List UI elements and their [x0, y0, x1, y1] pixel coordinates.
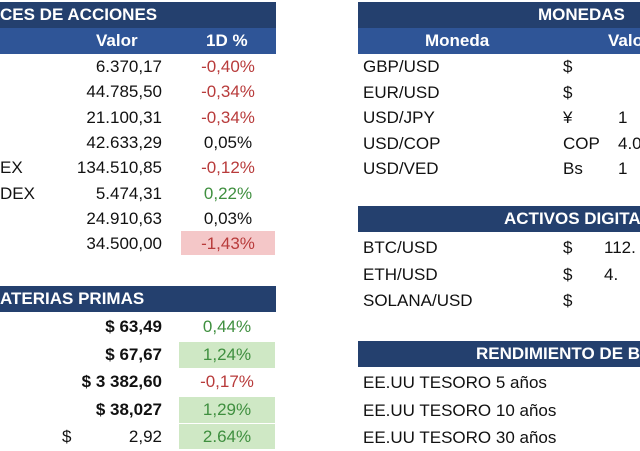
bonds-title: RENDIMIENTO DE BO	[476, 344, 640, 363]
currencies-column-header-bar	[358, 28, 640, 54]
index-change: -0,12%	[201, 158, 255, 177]
index-value: 42.633,29	[86, 133, 162, 152]
index-value: 5.474,31	[95, 184, 162, 203]
currencies-col-pair: Moneda	[425, 31, 490, 50]
indices-title-bar	[0, 2, 276, 28]
currency-symbol: $	[563, 83, 573, 102]
bond-name: EE.UU TESORO 5 años	[363, 373, 547, 392]
index-change: 0,22%	[203, 184, 253, 203]
digital-pair: BTC/USD	[363, 238, 438, 257]
indices-title: CES DE ACCIONES	[0, 5, 158, 24]
index-change: 0,05%	[203, 133, 253, 152]
commodity-change-highlight	[179, 342, 275, 368]
bonds-title-bar	[358, 341, 640, 367]
commodity-last-change-bg	[179, 424, 275, 449]
commodity-change: 0,44%	[202, 317, 252, 336]
index-value: 34.500,00	[86, 234, 162, 253]
digital-title-bar	[358, 206, 640, 232]
indices-col-value: Valor	[96, 31, 138, 50]
index-change: -0,40%	[201, 57, 255, 76]
currency-pair: GBP/USD	[363, 57, 440, 76]
commodity-price: $ 38,027	[95, 400, 162, 419]
commodity-change-highlight	[179, 397, 275, 423]
commodity-last-currency: $	[62, 427, 72, 446]
index-change: -0,34%	[201, 82, 255, 101]
digital-value: 112.	[604, 238, 636, 257]
currency-pair: USD/COP	[363, 134, 441, 153]
index-change-highlight	[181, 231, 275, 255]
commodity-change: 1,24%	[202, 345, 252, 364]
currency-pair: USD/VED	[363, 159, 439, 178]
index-change: 0,03%	[203, 209, 253, 228]
currency-value: 4.0	[618, 134, 640, 153]
digital-symbol: $	[563, 291, 573, 310]
index-value: 134.510,85	[76, 158, 162, 177]
indices-col-change: 1D %	[206, 31, 248, 50]
digital-value: 4.	[604, 265, 619, 284]
digital-pair: ETH/USD	[363, 265, 438, 284]
currencies-col-value: Valo	[608, 31, 640, 50]
index-change: -0,34%	[201, 108, 255, 127]
index-name: EX	[0, 158, 23, 177]
commodity-last-amount: 2,92	[128, 427, 162, 446]
commodity-last-change: 2.64%	[202, 427, 252, 446]
indices-column-header-bar	[0, 28, 276, 54]
digital-title: ACTIVOS DIGITAL	[504, 209, 640, 228]
commodity-price: $ 67,67	[105, 345, 162, 364]
bond-name: EE.UU TESORO 10 años	[363, 401, 557, 420]
digital-pair: SOLANA/USD	[363, 291, 473, 310]
digital-symbol: $	[563, 238, 573, 257]
currency-value: 1	[618, 159, 628, 178]
currency-pair: USD/JPY	[363, 108, 435, 127]
currency-symbol: COP	[563, 134, 600, 153]
index-value: 44.785,50	[86, 82, 162, 101]
index-value: 6.370,17	[95, 57, 162, 76]
index-value: 24.910,63	[86, 209, 162, 228]
index-name: DEX	[0, 184, 35, 203]
commodities-title: ATERIAS PRIMAS	[0, 289, 145, 308]
currency-symbol: $	[563, 57, 573, 76]
index-change: -1,43%	[201, 234, 255, 253]
commodity-change: 1,29%	[202, 400, 252, 419]
bond-name: EE.UU TESORO 30 años	[363, 428, 557, 447]
commodity-price: $ 3 382,60	[81, 372, 162, 391]
commodity-price: $ 63,49	[105, 317, 162, 336]
digital-symbol: $	[563, 265, 573, 284]
currencies-title: MONEDAS	[538, 5, 625, 24]
currency-symbol: Bs	[563, 159, 583, 178]
currency-symbol: ¥	[563, 108, 573, 127]
currency-pair: EUR/USD	[363, 83, 440, 102]
commodities-title-bar	[0, 286, 276, 312]
commodity-change: -0,17%	[200, 372, 254, 391]
currency-value: 1	[618, 108, 628, 127]
index-value: 21.100,31	[86, 108, 162, 127]
currencies-title-bar	[358, 2, 640, 28]
